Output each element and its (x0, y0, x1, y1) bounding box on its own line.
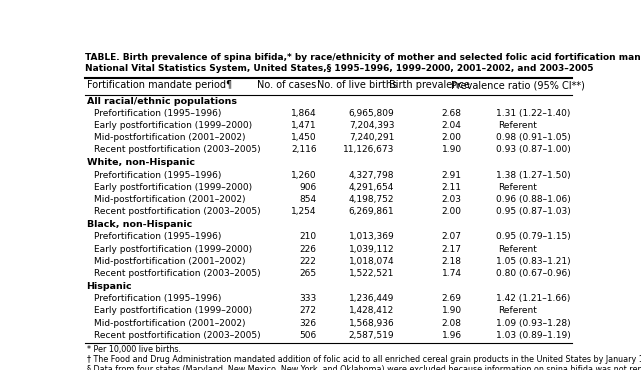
Text: 0.95 (0.87–1.03): 0.95 (0.87–1.03) (495, 207, 570, 216)
Text: All racial/ethnic populations: All racial/ethnic populations (87, 97, 237, 105)
Text: 1,450: 1,450 (291, 133, 317, 142)
Text: Black, non-Hispanic: Black, non-Hispanic (87, 220, 192, 229)
Text: 1,864: 1,864 (291, 109, 317, 118)
Text: 2.00: 2.00 (442, 133, 462, 142)
Text: 2.91: 2.91 (442, 171, 462, 179)
Text: 1.31 (1.22–1.40): 1.31 (1.22–1.40) (496, 109, 570, 118)
Text: TABLE. Birth prevalence of spina bifida,* by race/ethnicity of mother and select: TABLE. Birth prevalence of spina bifida,… (85, 53, 641, 73)
Text: 1,039,112: 1,039,112 (349, 245, 394, 253)
Text: Recent postfortification (2003–2005): Recent postfortification (2003–2005) (94, 207, 261, 216)
Text: 333: 333 (299, 294, 317, 303)
Text: 2.68: 2.68 (442, 109, 462, 118)
Text: Mid-postfortification (2001–2002): Mid-postfortification (2001–2002) (94, 257, 246, 266)
Text: 2.11: 2.11 (442, 183, 462, 192)
Text: Mid-postfortification (2001–2002): Mid-postfortification (2001–2002) (94, 319, 246, 327)
Text: 4,291,654: 4,291,654 (349, 183, 394, 192)
Text: White, non-Hispanic: White, non-Hispanic (87, 158, 195, 167)
Text: 1,018,074: 1,018,074 (349, 257, 394, 266)
Text: 1.90: 1.90 (442, 306, 462, 316)
Text: 7,204,393: 7,204,393 (349, 121, 394, 130)
Text: 2.69: 2.69 (442, 294, 462, 303)
Text: 1.90: 1.90 (442, 145, 462, 154)
Text: 1,013,369: 1,013,369 (349, 232, 394, 242)
Text: Prefortification (1995–1996): Prefortification (1995–1996) (94, 109, 221, 118)
Text: 1,236,449: 1,236,449 (349, 294, 394, 303)
Text: Referent: Referent (498, 245, 537, 253)
Text: 6,269,861: 6,269,861 (349, 207, 394, 216)
Text: 1,471: 1,471 (291, 121, 317, 130)
Text: * Per 10,000 live births.: * Per 10,000 live births. (87, 346, 181, 354)
Text: 4,198,752: 4,198,752 (349, 195, 394, 204)
Text: 2.00: 2.00 (442, 207, 462, 216)
Text: 4,327,798: 4,327,798 (349, 171, 394, 179)
Text: Prefortification (1995–1996): Prefortification (1995–1996) (94, 232, 221, 242)
Text: 0.80 (0.67–0.96): 0.80 (0.67–0.96) (495, 269, 570, 278)
Text: 272: 272 (299, 306, 317, 316)
Text: 1,522,521: 1,522,521 (349, 269, 394, 278)
Text: 1.38 (1.27–1.50): 1.38 (1.27–1.50) (496, 171, 570, 179)
Text: Referent: Referent (498, 183, 537, 192)
Text: 1,260: 1,260 (291, 171, 317, 179)
Text: No. of live births: No. of live births (317, 80, 397, 90)
Text: 0.95 (0.79–1.15): 0.95 (0.79–1.15) (495, 232, 570, 242)
Text: 2.07: 2.07 (442, 232, 462, 242)
Text: 0.93 (0.87–1.00): 0.93 (0.87–1.00) (495, 145, 570, 154)
Text: Mid-postfortification (2001–2002): Mid-postfortification (2001–2002) (94, 133, 246, 142)
Text: 326: 326 (299, 319, 317, 327)
Text: 210: 210 (299, 232, 317, 242)
Text: No. of cases: No. of cases (258, 80, 317, 90)
Text: Recent postfortification (2003–2005): Recent postfortification (2003–2005) (94, 269, 261, 278)
Text: 7,240,291: 7,240,291 (349, 133, 394, 142)
Text: 0.98 (0.91–1.05): 0.98 (0.91–1.05) (495, 133, 570, 142)
Text: Recent postfortification (2003–2005): Recent postfortification (2003–2005) (94, 145, 261, 154)
Text: Referent: Referent (498, 306, 537, 316)
Text: Early postfortification (1999–2000): Early postfortification (1999–2000) (94, 183, 252, 192)
Text: Early postfortification (1999–2000): Early postfortification (1999–2000) (94, 306, 252, 316)
Text: 11,126,673: 11,126,673 (343, 145, 394, 154)
Text: 854: 854 (299, 195, 317, 204)
Text: 1.05 (0.83–1.21): 1.05 (0.83–1.21) (496, 257, 570, 266)
Text: 2.08: 2.08 (442, 319, 462, 327)
Text: 906: 906 (299, 183, 317, 192)
Text: Prefortification (1995–1996): Prefortification (1995–1996) (94, 294, 221, 303)
Text: Fortification mandate period¶: Fortification mandate period¶ (87, 80, 231, 90)
Text: 2.18: 2.18 (442, 257, 462, 266)
Text: Prevalence ratio (95% CI**): Prevalence ratio (95% CI**) (451, 80, 585, 90)
Text: Mid-postfortification (2001–2002): Mid-postfortification (2001–2002) (94, 195, 246, 204)
Text: 1.42 (1.21–1.66): 1.42 (1.21–1.66) (496, 294, 570, 303)
Text: 6,965,809: 6,965,809 (349, 109, 394, 118)
Text: † The Food and Drug Administration mandated addition of folic acid to all enrich: † The Food and Drug Administration manda… (87, 355, 641, 364)
Text: Prefortification (1995–1996): Prefortification (1995–1996) (94, 171, 221, 179)
Text: 222: 222 (300, 257, 317, 266)
Text: 1,568,936: 1,568,936 (349, 319, 394, 327)
Text: 1,428,412: 1,428,412 (349, 306, 394, 316)
Text: 1.03 (0.89–1.19): 1.03 (0.89–1.19) (495, 331, 570, 340)
Text: 1.09 (0.93–1.28): 1.09 (0.93–1.28) (496, 319, 570, 327)
Text: Referent: Referent (498, 121, 537, 130)
Text: Early postfortification (1999–2000): Early postfortification (1999–2000) (94, 245, 252, 253)
Text: Hispanic: Hispanic (87, 282, 132, 291)
Text: Early postfortification (1999–2000): Early postfortification (1999–2000) (94, 121, 252, 130)
Text: 2,116: 2,116 (291, 145, 317, 154)
Text: § Data from four states (Maryland, New Mexico, New York, and Oklahoma) were excl: § Data from four states (Maryland, New M… (87, 365, 641, 370)
Text: 226: 226 (299, 245, 317, 253)
Text: Recent postfortification (2003–2005): Recent postfortification (2003–2005) (94, 331, 261, 340)
Text: 265: 265 (299, 269, 317, 278)
Text: 2.04: 2.04 (442, 121, 462, 130)
Text: 1.74: 1.74 (442, 269, 462, 278)
Text: 2,587,519: 2,587,519 (349, 331, 394, 340)
Text: 2.17: 2.17 (442, 245, 462, 253)
Text: 0.96 (0.88–1.06): 0.96 (0.88–1.06) (495, 195, 570, 204)
Text: 1,254: 1,254 (291, 207, 317, 216)
Text: 2.03: 2.03 (442, 195, 462, 204)
Text: 506: 506 (299, 331, 317, 340)
Text: 1.96: 1.96 (442, 331, 462, 340)
Text: Birth prevalence: Birth prevalence (389, 80, 470, 90)
